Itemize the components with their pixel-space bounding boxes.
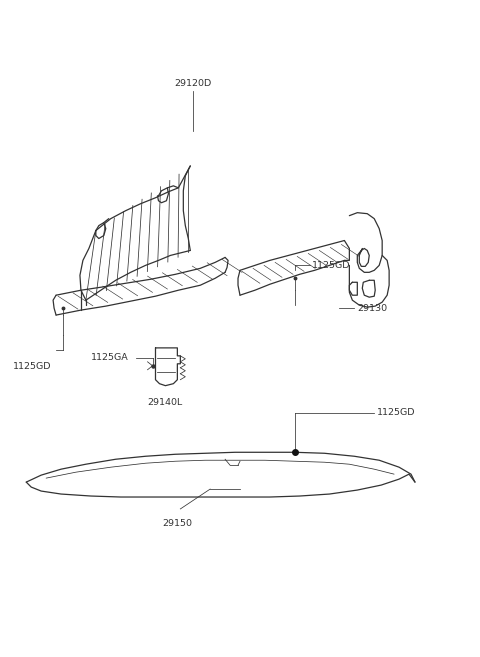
Text: 29150: 29150 <box>162 519 192 528</box>
Text: 29120D: 29120D <box>175 79 212 89</box>
Text: 1125GD: 1125GD <box>312 261 350 270</box>
Text: 29140L: 29140L <box>147 397 183 407</box>
Text: 1125GD: 1125GD <box>377 408 416 417</box>
Text: 1125GD: 1125GD <box>13 362 52 371</box>
Text: 1125GA: 1125GA <box>91 353 129 362</box>
Text: 29130: 29130 <box>357 304 387 313</box>
